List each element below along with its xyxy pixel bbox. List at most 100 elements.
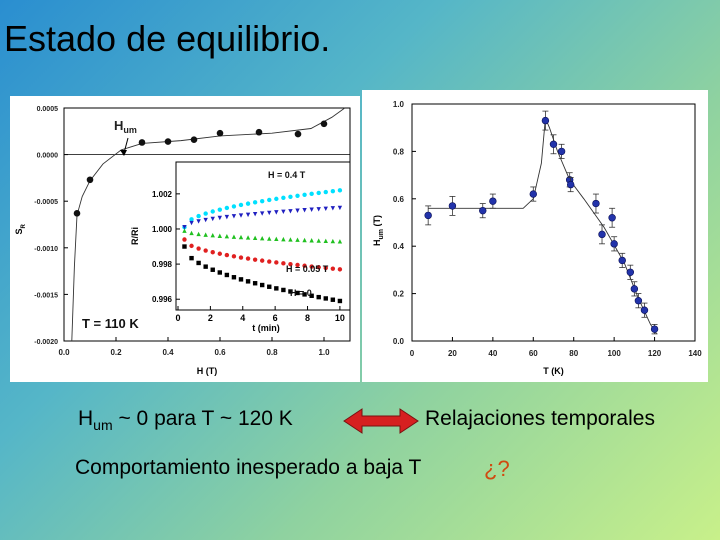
inset-marker	[224, 272, 230, 278]
inset-x-axis-label: t (min)	[252, 323, 280, 333]
inset-marker	[224, 234, 230, 239]
inset-marker	[238, 255, 244, 260]
inset-marker	[302, 208, 307, 213]
hum-vs-t-chart: 0 20 40 60 80 100 120 140 1.0 0.8 0.6 0.4 0.2 0.0 T (K…	[372, 100, 702, 376]
inset-x-tick-label: 10	[335, 313, 345, 323]
data-point	[630, 285, 639, 293]
x-tick-label: 120	[648, 349, 662, 358]
data-point	[294, 130, 302, 138]
x-tick-label: 20	[448, 349, 457, 358]
inset-marker	[309, 207, 314, 212]
x-tick-label: 100	[607, 349, 621, 358]
inset-series	[182, 237, 343, 272]
inset-marker	[316, 238, 321, 243]
inset-marker	[252, 211, 258, 217]
inset-marker	[182, 244, 187, 249]
y-axis-label: SR	[14, 223, 27, 234]
data-point	[86, 176, 94, 184]
inset-marker	[302, 192, 307, 198]
x-tick-label: 0	[410, 349, 415, 358]
inset-marker	[288, 289, 293, 294]
inset-series	[182, 244, 343, 304]
y-tick-label: 0.6	[393, 195, 405, 204]
data-point	[489, 197, 497, 205]
data-point	[73, 210, 81, 217]
inset-marker	[330, 297, 336, 302]
inset-marker	[210, 267, 215, 272]
inset-marker	[295, 208, 300, 213]
inset-marker	[203, 248, 208, 253]
inset-marker	[281, 209, 286, 215]
y-axis-label-sub: R	[21, 223, 27, 228]
inset-marker	[189, 243, 194, 249]
inset-marker	[217, 207, 223, 212]
inset-marker	[281, 287, 286, 293]
data-point	[320, 120, 328, 128]
data-point-group	[557, 143, 566, 159]
x-tick-label: 60	[529, 349, 538, 358]
inset-marker	[267, 236, 272, 241]
x-tick-label: 0.0	[58, 348, 70, 357]
inset-y-tick-label: 1.002	[152, 190, 173, 199]
inset-marker	[281, 236, 286, 242]
inset-marker	[203, 217, 208, 223]
data-point-group	[529, 186, 537, 202]
inset-marker	[288, 237, 293, 242]
inset-marker	[252, 200, 258, 205]
x-tick-label: 80	[569, 349, 578, 358]
inset-x-tick-label: 6	[273, 313, 278, 323]
inset-marker	[196, 246, 201, 251]
temperature-annotation: T = 110 K	[82, 316, 139, 331]
y-axis-label-sub: um	[378, 229, 385, 240]
inset-marker	[189, 255, 194, 261]
x-tick-label: 0.8	[266, 348, 278, 357]
data-point	[190, 136, 198, 143]
hum-arrow-head	[120, 150, 127, 156]
inset-marker	[182, 228, 187, 233]
inset-marker	[210, 209, 215, 214]
inset-marker	[323, 189, 328, 195]
inset-marker	[259, 211, 265, 216]
inset-x-tick-label: 0	[175, 313, 180, 323]
x-axis-label: H (T)	[197, 366, 218, 376]
inset-marker	[224, 214, 230, 220]
inset-marker	[337, 239, 343, 244]
data-point-group	[479, 203, 487, 219]
x-tick-label: 0.2	[110, 348, 122, 357]
inset-marker	[274, 210, 279, 215]
inset-marker	[231, 254, 237, 259]
x-tick-label: 1.0	[318, 348, 330, 357]
caption-comp: Comportamiento inesperado a baja T	[75, 456, 422, 479]
data-point	[164, 138, 172, 145]
data-point-group	[566, 177, 575, 193]
data-point	[566, 180, 575, 189]
data-point	[610, 240, 618, 248]
y-tick-label: -0.0010	[34, 246, 58, 253]
inset-marker	[259, 235, 265, 241]
inset-marker	[252, 257, 258, 262]
inset-marker	[231, 234, 237, 239]
inset-marker	[330, 188, 336, 194]
caption-question: ¿?	[484, 456, 510, 481]
data-point-group	[618, 252, 626, 268]
inset-marker	[323, 265, 328, 271]
inset-marker	[231, 204, 237, 209]
data-point-group	[610, 236, 618, 252]
caption-hum-sub: um	[93, 417, 113, 433]
inset-marker	[337, 267, 343, 272]
inset-x-tick-label: 8	[305, 313, 310, 323]
sr-vs-h-chart: 0.0 0.2 0.4 0.6 0.8 1.0 0.0005 0.0000 -0.0005 -0.…	[14, 106, 351, 376]
inset-marker	[330, 238, 336, 244]
inset-marker	[238, 277, 244, 282]
inset-series-label: H = 0.4 T	[268, 170, 306, 180]
slide-title: Estado de equilibrio.	[4, 18, 331, 59]
x-tick-label: 40	[488, 349, 497, 358]
inset-marker	[182, 237, 187, 242]
left-chart-panel: 0.0 0.2 0.4 0.6 0.8 1.0 0.0005 0.0000 -0.0005 -0.…	[10, 96, 360, 382]
y-tick-label: 0.0	[393, 337, 405, 346]
data-point	[592, 199, 600, 208]
data-point-group	[489, 193, 497, 209]
data-point	[529, 190, 537, 198]
data-point-group	[592, 193, 600, 214]
data-point	[557, 147, 566, 156]
